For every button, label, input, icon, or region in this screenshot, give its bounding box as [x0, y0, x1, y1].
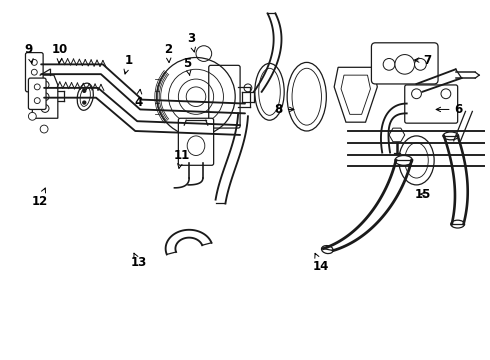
Circle shape — [34, 84, 40, 90]
Ellipse shape — [321, 246, 333, 253]
Circle shape — [83, 89, 86, 92]
Circle shape — [34, 98, 40, 104]
Circle shape — [31, 69, 37, 75]
Circle shape — [383, 58, 395, 70]
Text: 6: 6 — [436, 103, 463, 116]
Text: 8: 8 — [274, 103, 294, 116]
Text: 12: 12 — [31, 188, 48, 208]
Ellipse shape — [405, 143, 428, 178]
Ellipse shape — [451, 220, 465, 228]
Text: 11: 11 — [173, 149, 190, 168]
FancyBboxPatch shape — [178, 118, 214, 165]
Text: 9: 9 — [25, 43, 33, 63]
FancyBboxPatch shape — [405, 85, 458, 123]
Ellipse shape — [395, 156, 413, 165]
Circle shape — [441, 89, 451, 99]
Circle shape — [31, 59, 37, 66]
Text: 1: 1 — [124, 54, 133, 74]
Circle shape — [412, 89, 421, 99]
Circle shape — [415, 58, 426, 70]
Circle shape — [31, 79, 37, 85]
Text: 10: 10 — [52, 43, 68, 63]
Circle shape — [244, 84, 252, 92]
Text: 3: 3 — [187, 32, 196, 52]
Text: 4: 4 — [134, 89, 143, 109]
FancyBboxPatch shape — [371, 43, 438, 84]
Text: 7: 7 — [415, 54, 432, 67]
Polygon shape — [389, 128, 405, 142]
FancyBboxPatch shape — [25, 53, 43, 92]
Circle shape — [28, 112, 36, 120]
Circle shape — [40, 125, 48, 133]
Circle shape — [83, 101, 86, 104]
Text: 13: 13 — [130, 253, 147, 269]
FancyBboxPatch shape — [28, 78, 46, 109]
Text: 5: 5 — [183, 57, 192, 76]
Ellipse shape — [399, 136, 434, 185]
Circle shape — [395, 55, 415, 74]
Text: 15: 15 — [415, 188, 431, 201]
Text: 14: 14 — [313, 253, 329, 273]
Ellipse shape — [443, 132, 459, 140]
Text: 2: 2 — [164, 43, 172, 63]
